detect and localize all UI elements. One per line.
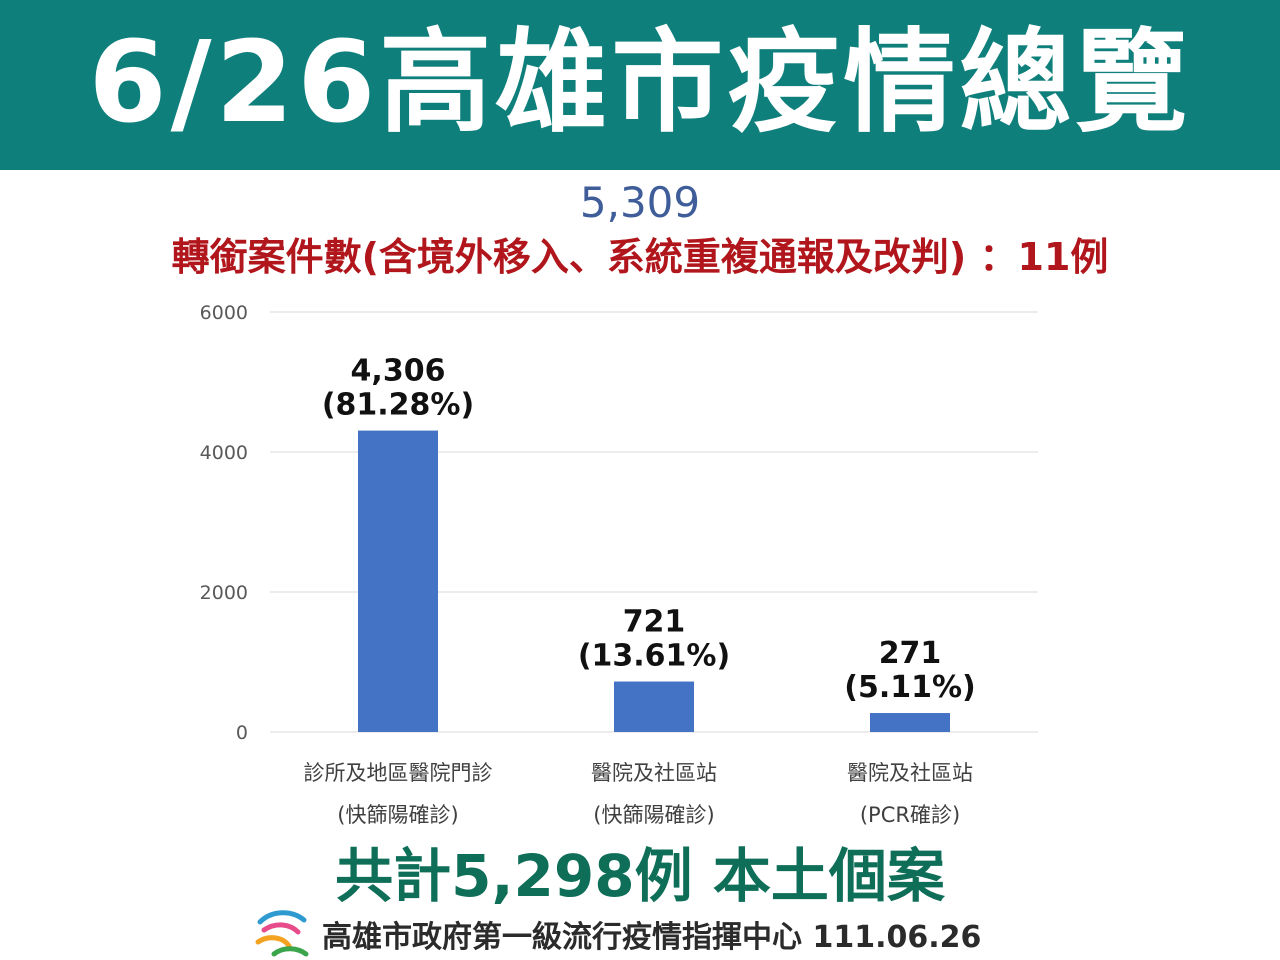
bar-percent-label: (13.61%): [578, 639, 730, 674]
kaohsiung-logo-icon: [255, 910, 309, 957]
summary-total: 共計5,298例 本土個案: [335, 842, 945, 910]
y-tick-label: 4000: [200, 442, 248, 464]
bar-value-label: 4,306: [351, 354, 446, 389]
header-band: [0, 0, 1280, 170]
y-tick-label: 2000: [200, 582, 248, 604]
transfer-cases-note: 轉銜案件數(含境外移入、系統重複通報及改判) ：11例: [171, 235, 1109, 279]
footer-text: 高雄市政府第一級流行疫情指揮中心 111.06.26: [322, 920, 982, 955]
bar-chart: 0 2000 4000 6000 4,306(81.28%) 診所及地區醫院門診 (快篩陽確…: [200, 302, 1038, 827]
x-category-label: (PCR確診): [860, 803, 960, 827]
y-tick-label: 0: [236, 722, 248, 744]
total-cases: 5,309: [579, 178, 701, 227]
bar-percent-label: (5.11%): [844, 670, 976, 705]
x-category-label: 診所及地區醫院門診: [304, 761, 493, 785]
bar-value-label: 721: [623, 605, 686, 640]
bar-3: [870, 713, 950, 732]
bar-percent-label: (81.28%): [322, 388, 474, 423]
x-category-label: (快篩陽確診): [593, 803, 714, 827]
page-title: 6/26高雄市疫情總覽: [88, 18, 1192, 148]
x-category-label: (快篩陽確診): [337, 803, 458, 827]
bar-1: [358, 430, 438, 732]
y-tick-label: 6000: [200, 302, 248, 324]
x-category-label: 醫院及社區站: [847, 761, 973, 785]
x-category-label: 醫院及社區站: [591, 761, 717, 785]
footer: 高雄市政府第一級流行疫情指揮中心 111.06.26: [250, 908, 1030, 960]
bar-value-label: 271: [879, 636, 942, 671]
bar-2: [614, 681, 694, 732]
